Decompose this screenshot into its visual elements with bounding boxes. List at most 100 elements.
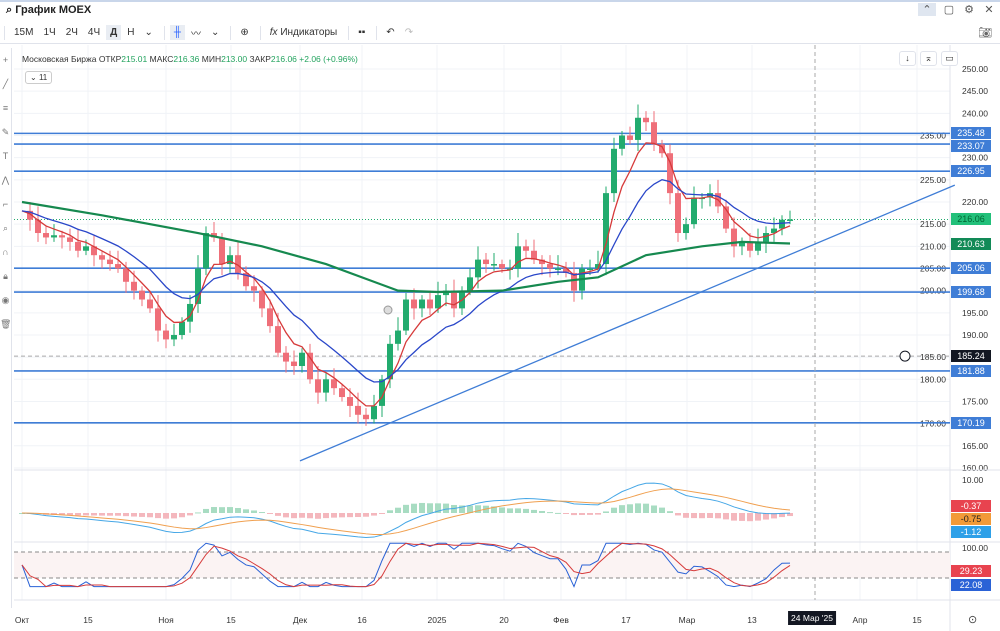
candle-down — [259, 290, 265, 309]
candle-down — [59, 235, 65, 238]
candle-down — [651, 122, 657, 145]
macd-signal-line — [21, 488, 791, 536]
macd-histogram-bar — [371, 513, 377, 516]
interval-15m[interactable]: 15M — [14, 27, 34, 38]
macd-histogram-bar — [771, 513, 777, 519]
chevron-down-icon[interactable]: ⌄ — [211, 27, 220, 38]
price-tick-label: 215.00 — [920, 219, 946, 229]
chevron-up-icon[interactable]: ⌃ — [918, 3, 936, 16]
candle-up — [691, 197, 697, 225]
macd-histogram-bar — [315, 513, 321, 519]
chevron-down-icon[interactable]: ⌄ — [144, 27, 153, 38]
macd-histogram-bar — [763, 513, 769, 520]
macd-histogram-bar — [787, 513, 793, 517]
macd-histogram-bar — [579, 513, 585, 515]
macd-histogram-bar — [243, 509, 249, 513]
candle-down — [531, 250, 537, 260]
candle-down — [667, 153, 673, 194]
close-icon[interactable]: ✕ — [984, 4, 994, 16]
price-tick-label: 235.00 — [920, 130, 946, 140]
macd-histogram-bar — [323, 513, 329, 519]
maximize-pane-icon[interactable]: ▭ — [941, 51, 958, 66]
indicators-collapse-button[interactable]: ⌄ 11 — [25, 71, 53, 84]
symbol-search[interactable]: ⌕ График MOEX — [6, 4, 92, 16]
price-tick-label: 180.00 — [920, 374, 946, 384]
candle-up — [379, 379, 385, 406]
candle-up — [739, 241, 745, 247]
candle-down — [99, 255, 105, 260]
candle-down — [347, 397, 353, 406]
candle-up — [419, 299, 425, 309]
compare-plus-icon[interactable]: ⊕ — [240, 27, 249, 38]
crosshair-icon[interactable]: + — [2, 55, 9, 65]
candle-down — [235, 255, 241, 273]
arrow-down-icon[interactable]: ↓ — [899, 51, 916, 66]
macd-histogram-bar — [651, 505, 657, 513]
price-tick-label: 175.00 — [962, 396, 988, 406]
line-chart-icon[interactable]: 〰 — [191, 29, 201, 40]
eye-icon[interactable]: ◉ — [1, 295, 10, 305]
trendline-icon[interactable]: ╱ — [2, 79, 9, 89]
pattern-icon[interactable]: ⋀ — [1, 175, 10, 185]
price-tick-label: 195.00 — [962, 308, 988, 318]
axis-settings-icon[interactable]: ⊙ — [968, 614, 978, 626]
macd-histogram-bar — [683, 513, 689, 518]
price-tick-label: 230.00 — [962, 153, 988, 163]
candle-down — [731, 228, 737, 247]
macd-top-tick: 10.00 — [962, 475, 984, 485]
ma-fast-line — [21, 142, 791, 407]
candle-up — [227, 255, 233, 265]
interval-day[interactable]: Д — [106, 25, 122, 40]
candle-down — [363, 414, 369, 420]
candles-icon[interactable]: ╫ — [169, 25, 185, 40]
level-price-tag: 205.06 — [951, 262, 991, 275]
candle-down — [643, 117, 649, 123]
gear-icon[interactable]: ⚙ — [964, 4, 974, 16]
macd-histogram-bar — [203, 508, 209, 513]
ruler-icon[interactable]: ⌐ — [2, 199, 9, 209]
macd-histogram-bar — [307, 513, 313, 519]
macd-histogram-bar — [195, 512, 201, 514]
macd-histogram-bar — [211, 507, 217, 513]
camera-icon[interactable]: 📷︎ — [978, 27, 992, 39]
candle-down — [523, 246, 529, 251]
lock-icon[interactable]: 🔒︎ — [3, 271, 8, 281]
interval-2h[interactable]: 2Ч — [65, 27, 78, 38]
macd-histogram-bar — [363, 513, 369, 517]
price-tick-label: 250.00 — [962, 64, 988, 74]
brush-icon[interactable]: ✎ — [1, 127, 10, 137]
time-tick-label: Апр — [852, 615, 868, 625]
ma-long-price-tag: 210.63 — [951, 237, 991, 250]
macd-histogram-bar — [219, 507, 225, 513]
candle-down — [219, 237, 225, 265]
text-icon[interactable]: T — [2, 151, 9, 161]
interval-week[interactable]: Н — [127, 27, 135, 38]
redo-icon[interactable]: ↷ — [404, 27, 414, 38]
candle-down — [675, 193, 681, 234]
macd-histogram-bar — [267, 513, 273, 514]
undo-icon[interactable]: ↶ — [386, 27, 395, 38]
interval-1h[interactable]: 1Ч — [43, 27, 56, 38]
candle-down — [483, 259, 489, 265]
macd-histogram-bar — [611, 507, 617, 513]
magnet-icon[interactable]: ∩ — [2, 247, 9, 257]
templates-icon[interactable]: ▪▪ — [358, 27, 366, 38]
maximize-icon[interactable]: ▢ — [943, 4, 955, 16]
macd-histogram-bar — [387, 510, 393, 513]
trash-icon[interactable]: 🗑︎ — [0, 319, 12, 329]
indicators-button[interactable]: fx Индикаторы — [269, 27, 338, 38]
candle-down — [91, 246, 97, 256]
candle-down — [355, 405, 361, 415]
macd-histogram-bar — [491, 506, 497, 513]
fib-icon[interactable]: ≡ — [2, 103, 9, 113]
macd-histogram-bar — [427, 503, 433, 513]
macd-histogram-bar — [451, 504, 457, 513]
window-titlebar: ⌕ График MOEX ⌃ ▢ ⚙ ✕ — [0, 0, 1000, 22]
collapse-pane-icon[interactable]: ⌅ — [920, 51, 937, 66]
candle-down — [267, 308, 273, 327]
macd-histogram-bar — [475, 505, 481, 513]
interval-4h[interactable]: 4Ч — [87, 27, 101, 38]
zoom-icon[interactable]: ⌕ — [2, 223, 9, 233]
candle-up — [387, 343, 393, 380]
